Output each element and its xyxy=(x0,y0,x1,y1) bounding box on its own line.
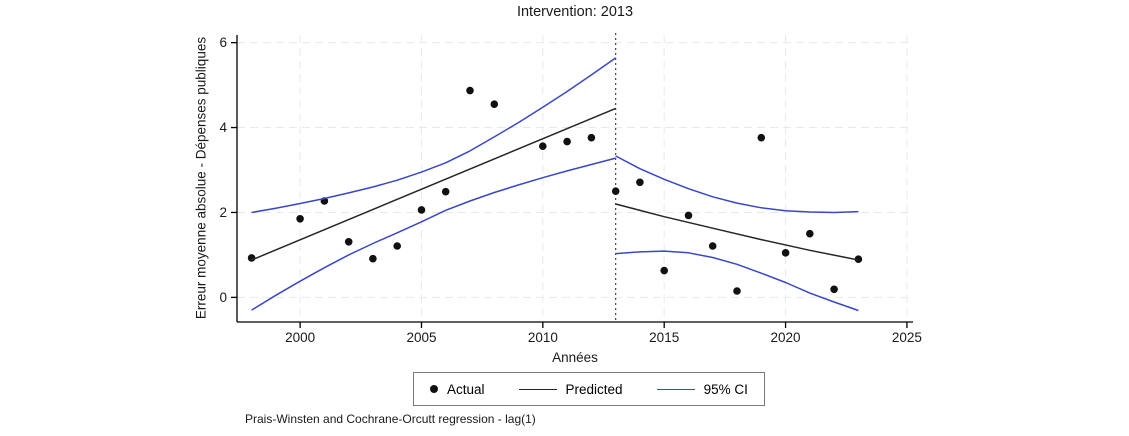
actual-point xyxy=(344,238,353,246)
actual-point xyxy=(757,133,766,142)
chart-title: Intervention: 2013 xyxy=(516,4,634,20)
x-tick-label: 2015 xyxy=(649,330,679,345)
actual-point xyxy=(611,187,620,195)
predicted-line-icon xyxy=(518,388,557,390)
x-tick-label: 2005 xyxy=(406,330,436,345)
y-tick-label: 6 xyxy=(219,35,227,50)
footnote: Prais-Winsten and Cochrane-Orcutt regres… xyxy=(245,412,536,426)
ci-line xyxy=(615,250,859,312)
y-tick-label: 0 xyxy=(219,290,227,305)
actual-point xyxy=(733,287,741,295)
x-axis-label: Années xyxy=(552,350,598,365)
legend: Actual Predicted 95% CI xyxy=(413,372,765,406)
actual-point xyxy=(369,254,377,263)
actual-point xyxy=(781,249,790,257)
actual-point xyxy=(393,242,402,250)
ci-line xyxy=(615,155,859,214)
actual-point xyxy=(587,133,596,142)
actual-marker-icon xyxy=(430,385,438,393)
actual-point xyxy=(830,285,838,294)
actual-point xyxy=(417,206,426,214)
x-tick-label: 2025 xyxy=(892,330,922,345)
y-tick-label: 4 xyxy=(219,120,227,135)
actual-point xyxy=(660,266,668,275)
ci-line-icon xyxy=(656,388,695,390)
actual-point xyxy=(563,137,571,146)
actual-point xyxy=(539,142,547,150)
actual-point xyxy=(636,178,644,187)
x-tick-label: 2010 xyxy=(528,330,558,345)
actual-point xyxy=(441,187,450,196)
legend-label-ci: 95% CI xyxy=(703,381,748,397)
legend-label-predicted: Predicted xyxy=(565,381,623,397)
actual-point xyxy=(684,211,693,220)
legend-item-predicted: Predicted xyxy=(518,381,623,397)
actual-point xyxy=(296,215,304,223)
ci-line xyxy=(251,57,617,214)
predicted-line xyxy=(615,203,859,261)
y-tick-label: 2 xyxy=(219,205,227,220)
predicted-line xyxy=(251,107,616,261)
ci-line xyxy=(251,157,616,311)
actual-point xyxy=(490,100,499,108)
actual-point xyxy=(466,86,474,95)
x-tick-label: 2000 xyxy=(285,330,315,345)
actual-point xyxy=(854,255,863,263)
actual-point xyxy=(806,229,814,238)
legend-label-actual: Actual xyxy=(447,381,485,397)
actual-point xyxy=(247,254,256,262)
x-tick-label: 2020 xyxy=(771,330,801,345)
legend-item-actual: Actual xyxy=(430,382,485,397)
legend-item-ci: 95% CI xyxy=(656,381,748,397)
actual-point xyxy=(708,242,717,250)
